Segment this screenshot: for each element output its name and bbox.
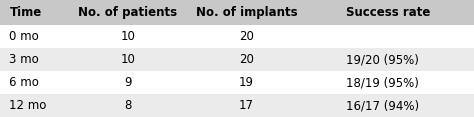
Text: 19/20 (95%): 19/20 (95%) bbox=[346, 53, 419, 66]
Text: 20: 20 bbox=[239, 30, 254, 43]
Text: 3 mo: 3 mo bbox=[9, 53, 39, 66]
Text: 20: 20 bbox=[239, 53, 254, 66]
Text: 16/17 (94%): 16/17 (94%) bbox=[346, 99, 419, 112]
Text: No. of implants: No. of implants bbox=[196, 6, 297, 19]
Bar bbox=[0, 71, 474, 94]
Text: 10: 10 bbox=[120, 30, 136, 43]
Bar bbox=[0, 25, 474, 48]
Text: 8: 8 bbox=[124, 99, 132, 112]
Text: 19: 19 bbox=[239, 76, 254, 89]
Text: Time: Time bbox=[9, 6, 42, 19]
Text: 17: 17 bbox=[239, 99, 254, 112]
Text: 6 mo: 6 mo bbox=[9, 76, 39, 89]
Bar bbox=[0, 48, 474, 71]
Bar bbox=[0, 94, 474, 117]
Text: 0 mo: 0 mo bbox=[9, 30, 39, 43]
Text: 18/19 (95%): 18/19 (95%) bbox=[346, 76, 419, 89]
Text: Success rate: Success rate bbox=[346, 6, 430, 19]
Bar bbox=[0, 0, 474, 25]
Text: 10: 10 bbox=[120, 53, 136, 66]
Text: 12 mo: 12 mo bbox=[9, 99, 47, 112]
Text: 9: 9 bbox=[124, 76, 132, 89]
Text: No. of patients: No. of patients bbox=[78, 6, 178, 19]
